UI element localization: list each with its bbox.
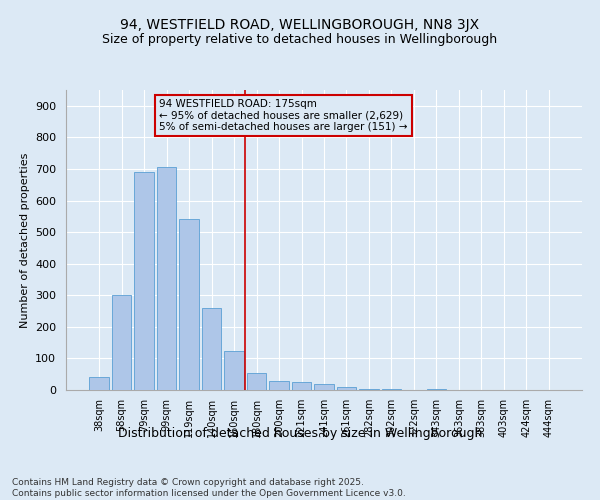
Bar — [337, 388, 356, 390]
Text: 94, WESTFIELD ROAD, WELLINGBOROUGH, NN8 3JX: 94, WESTFIELD ROAD, WELLINGBOROUGH, NN8 … — [121, 18, 479, 32]
Bar — [269, 380, 289, 390]
Bar — [112, 296, 131, 390]
Bar — [157, 168, 176, 390]
Bar — [179, 220, 199, 390]
Bar — [134, 172, 154, 390]
Y-axis label: Number of detached properties: Number of detached properties — [20, 152, 29, 328]
Bar — [202, 308, 221, 390]
Text: Distribution of detached houses by size in Wellingborough: Distribution of detached houses by size … — [118, 428, 482, 440]
Bar — [224, 350, 244, 390]
Bar — [89, 378, 109, 390]
Bar — [359, 388, 379, 390]
Text: Contains HM Land Registry data © Crown copyright and database right 2025.
Contai: Contains HM Land Registry data © Crown c… — [12, 478, 406, 498]
Bar — [247, 372, 266, 390]
Bar — [292, 382, 311, 390]
Text: 94 WESTFIELD ROAD: 175sqm
← 95% of detached houses are smaller (2,629)
5% of sem: 94 WESTFIELD ROAD: 175sqm ← 95% of detac… — [159, 99, 407, 132]
Bar — [314, 384, 334, 390]
Text: Size of property relative to detached houses in Wellingborough: Size of property relative to detached ho… — [103, 32, 497, 46]
